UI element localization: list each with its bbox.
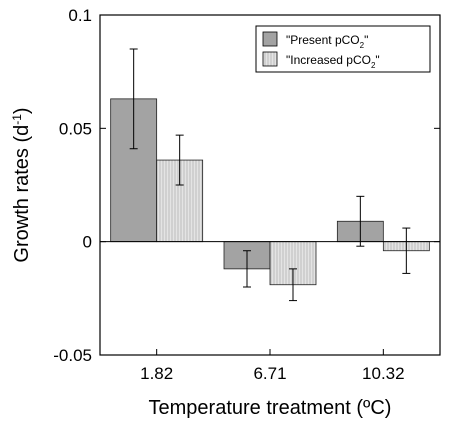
- y-tick-label: 0.05: [59, 119, 92, 138]
- y-axis-title: Growth rates (d-1): [10, 107, 33, 262]
- legend-swatch-increased: [262, 51, 278, 67]
- legend: "Present pCO2" "Increased pCO2": [255, 25, 431, 73]
- y-axis-title-close: ): [11, 107, 33, 114]
- x-tick-label: 10.32: [362, 364, 405, 383]
- y-tick-label: -0.05: [53, 346, 92, 365]
- legend-label-increased: "Increased pCO2": [286, 53, 380, 70]
- y-axis-title-sup: -1: [10, 114, 24, 125]
- x-tick-label: 1.82: [140, 364, 173, 383]
- legend-box: [255, 25, 431, 73]
- legend-label-present: "Present pCO2": [286, 33, 368, 50]
- y-tick-label: 0.1: [68, 6, 92, 25]
- y-axis-ticks: -0.05 0 0.05 0.1: [53, 6, 440, 365]
- x-axis-title: Temperature treatment (ºC): [149, 397, 392, 419]
- legend-swatch-present: [262, 31, 278, 47]
- bars-layer: [110, 48, 430, 302]
- y-axis-title-main: Growth rates (d: [11, 125, 33, 263]
- x-axis-ticks: 1.82 6.71 10.32: [140, 349, 405, 383]
- y-tick-label: 0: [83, 233, 92, 252]
- x-tick-label: 6.71: [253, 364, 286, 383]
